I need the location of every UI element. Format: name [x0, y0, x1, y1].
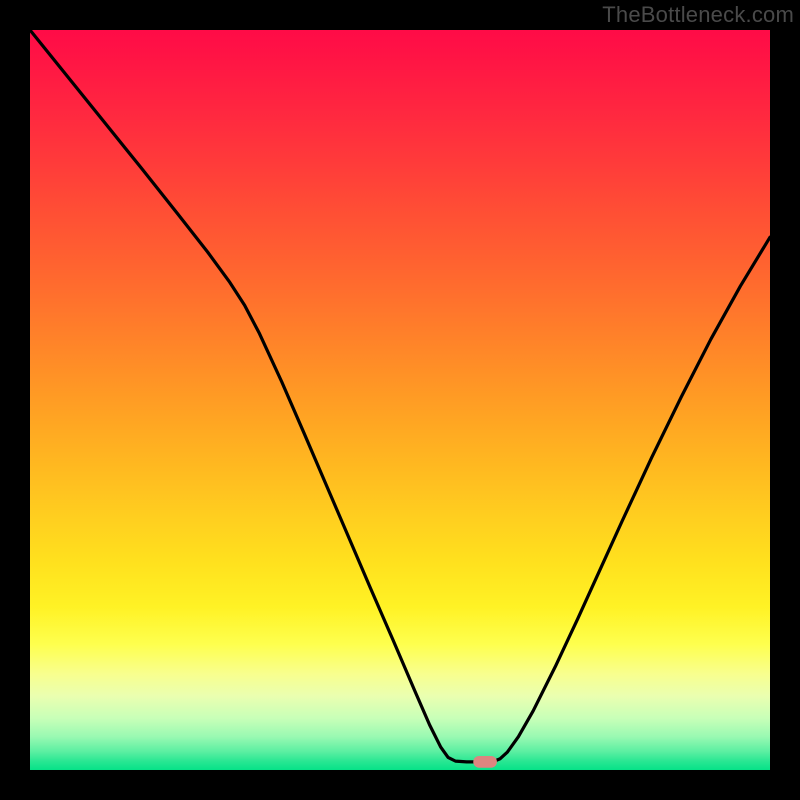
bottleneck-chart: [0, 0, 800, 800]
chart-frame: TheBottleneck.com: [0, 0, 800, 800]
chart-marker-pill: [473, 756, 497, 768]
